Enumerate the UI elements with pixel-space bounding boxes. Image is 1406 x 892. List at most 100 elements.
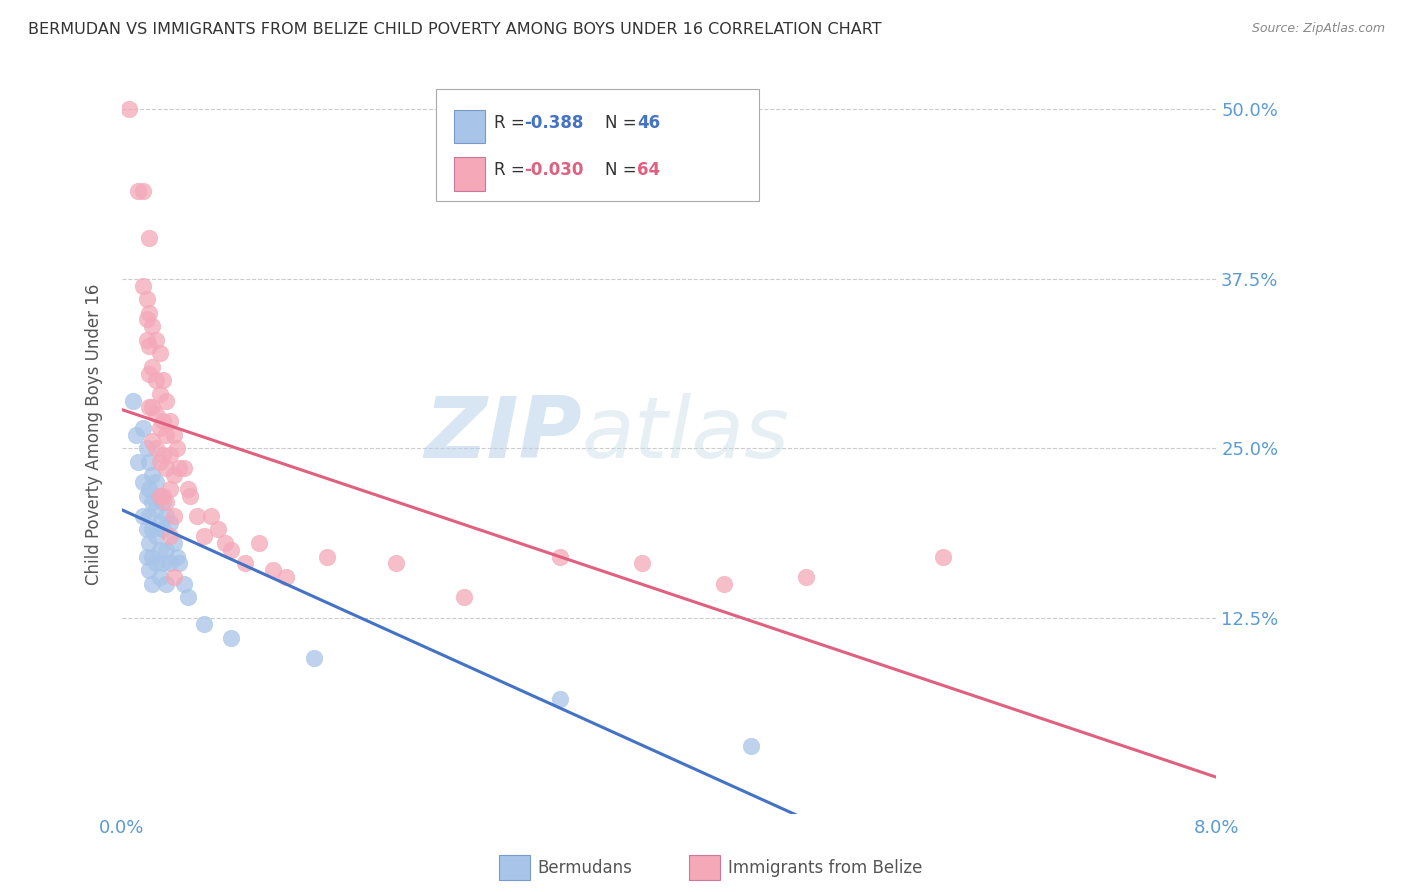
Point	[169, 557, 191, 571]
Point	[141, 576, 163, 591]
Point	[262, 563, 284, 577]
Point	[193, 529, 215, 543]
Point	[155, 495, 177, 509]
Point	[149, 455, 172, 469]
Point	[138, 482, 160, 496]
Point	[125, 427, 148, 442]
Point	[145, 475, 167, 489]
Point	[149, 489, 172, 503]
Point	[159, 516, 181, 530]
Point	[122, 393, 145, 408]
Point	[155, 576, 177, 591]
Point	[166, 549, 188, 564]
Point	[740, 739, 762, 754]
Point	[179, 489, 201, 503]
Point	[163, 536, 186, 550]
Point	[152, 373, 174, 387]
Point	[141, 359, 163, 374]
Point	[155, 393, 177, 408]
Point	[149, 542, 172, 557]
Point	[149, 516, 172, 530]
Point	[163, 427, 186, 442]
Point	[131, 184, 153, 198]
Text: Immigrants from Belize: Immigrants from Belize	[728, 859, 922, 877]
Point	[145, 529, 167, 543]
Point	[145, 441, 167, 455]
Text: N =: N =	[605, 114, 641, 132]
Point	[159, 557, 181, 571]
Point	[145, 502, 167, 516]
Point	[149, 570, 172, 584]
Point	[131, 508, 153, 523]
Point	[145, 557, 167, 571]
Point	[141, 523, 163, 537]
Point	[166, 441, 188, 455]
Y-axis label: Child Poverty Among Boys Under 16: Child Poverty Among Boys Under 16	[86, 284, 103, 585]
Point	[141, 549, 163, 564]
Point	[149, 489, 172, 503]
Point	[138, 401, 160, 415]
Point	[207, 523, 229, 537]
Point	[149, 346, 172, 360]
Point	[131, 421, 153, 435]
Point	[163, 570, 186, 584]
Point	[141, 434, 163, 449]
Text: 64: 64	[637, 161, 659, 179]
Point	[316, 549, 339, 564]
Point	[131, 475, 153, 489]
Point	[214, 536, 236, 550]
Point	[135, 489, 157, 503]
Point	[453, 590, 475, 604]
Point	[548, 691, 571, 706]
Point	[138, 231, 160, 245]
Point	[173, 576, 195, 591]
Point	[163, 468, 186, 483]
Point	[135, 441, 157, 455]
Point	[152, 448, 174, 462]
Point	[152, 557, 174, 571]
Point	[145, 407, 167, 421]
Point	[138, 508, 160, 523]
Point	[141, 319, 163, 334]
Point	[193, 617, 215, 632]
Text: BERMUDAN VS IMMIGRANTS FROM BELIZE CHILD POVERTY AMONG BOYS UNDER 16 CORRELATION: BERMUDAN VS IMMIGRANTS FROM BELIZE CHILD…	[28, 22, 882, 37]
Point	[169, 461, 191, 475]
Text: -0.030: -0.030	[524, 161, 583, 179]
Point	[131, 278, 153, 293]
Text: N =: N =	[605, 161, 641, 179]
Point	[141, 468, 163, 483]
Point	[163, 508, 186, 523]
Point	[177, 590, 200, 604]
Point	[173, 461, 195, 475]
Point	[152, 414, 174, 428]
Point	[713, 576, 735, 591]
Text: ZIP: ZIP	[425, 393, 582, 476]
Point	[118, 103, 141, 117]
Point	[138, 339, 160, 353]
Text: R =: R =	[494, 114, 530, 132]
Text: Bermudans: Bermudans	[537, 859, 631, 877]
Point	[135, 523, 157, 537]
Point	[221, 631, 243, 645]
Point	[149, 421, 172, 435]
Point	[221, 542, 243, 557]
Text: R =: R =	[494, 161, 530, 179]
Point	[186, 508, 208, 523]
Point	[138, 305, 160, 319]
Point	[152, 523, 174, 537]
Point	[138, 563, 160, 577]
Point	[127, 184, 149, 198]
Point	[141, 495, 163, 509]
Text: atlas: atlas	[582, 393, 790, 476]
Point	[200, 508, 222, 523]
Point	[149, 387, 172, 401]
Point	[155, 427, 177, 442]
Point	[155, 542, 177, 557]
Text: -0.388: -0.388	[524, 114, 583, 132]
Point	[155, 461, 177, 475]
Point	[135, 333, 157, 347]
Point	[233, 557, 256, 571]
Point	[548, 549, 571, 564]
Point	[145, 373, 167, 387]
Point	[177, 482, 200, 496]
